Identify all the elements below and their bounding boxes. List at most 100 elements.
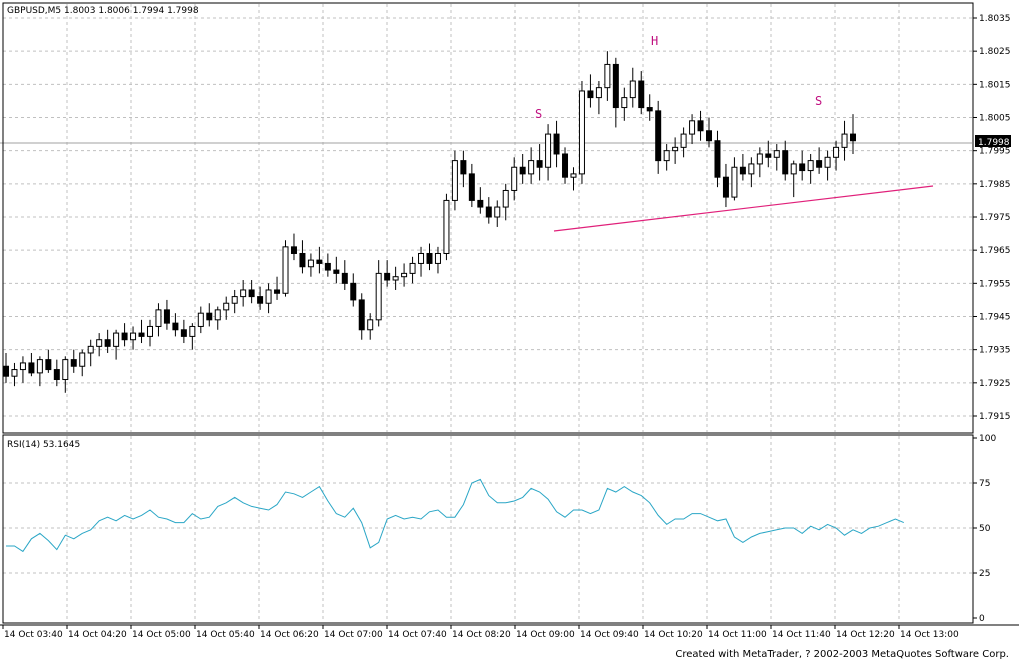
time-tick-label: 14 Oct 04:20 xyxy=(68,630,127,640)
price-tick-label: 1.7915 xyxy=(979,412,1011,422)
candle-bull xyxy=(36,359,43,374)
price-panel-frame xyxy=(2,2,974,434)
rsi-axis-labels: 100 75 50 25 0 xyxy=(973,434,996,624)
candle-bull xyxy=(11,369,18,377)
candle-bear xyxy=(646,107,653,112)
candle-bull xyxy=(756,153,763,165)
time-tick-label: 14 Oct 08:20 xyxy=(452,630,511,640)
candle-bull xyxy=(409,262,416,274)
time-tick-label: 14 Oct 03:40 xyxy=(4,630,63,640)
time-tick-label: 14 Oct 10:20 xyxy=(644,630,703,640)
neckline-trendline xyxy=(553,185,934,232)
candle-bull xyxy=(375,272,382,321)
candle-bear xyxy=(163,309,170,324)
price-tag-value: 1.7998 xyxy=(978,138,1010,148)
candle-bull xyxy=(494,206,501,218)
candle-bear xyxy=(28,362,35,374)
candle-bull xyxy=(511,166,518,191)
candle-bear xyxy=(384,272,391,281)
price-tag-box xyxy=(975,135,1011,147)
footer-credit: Created with MetaTrader, ? 2002-2003 Met… xyxy=(675,649,1009,660)
candle-bull xyxy=(570,173,577,178)
price-tick-label: 1.7985 xyxy=(979,180,1011,190)
candle-bull xyxy=(604,63,611,89)
time-tick-label: 14 Oct 12:20 xyxy=(836,630,895,640)
candle-bear xyxy=(722,176,729,198)
candle-bull xyxy=(629,80,636,99)
candle-bull xyxy=(731,166,738,198)
rsi-tick-label: 100 xyxy=(979,434,996,444)
candlestick-series xyxy=(3,51,856,393)
time-tick-label: 14 Oct 07:00 xyxy=(324,630,383,640)
candle-bear xyxy=(70,359,77,367)
price-tick-label: 1.7965 xyxy=(979,246,1011,256)
candle-bull xyxy=(528,160,535,175)
candle-bull xyxy=(87,345,94,354)
candle-bear xyxy=(350,282,357,301)
candle-bear xyxy=(358,299,365,331)
candle-bull xyxy=(392,276,399,281)
candle-bear xyxy=(324,262,331,271)
candle-bear xyxy=(299,252,306,268)
candle-bear xyxy=(697,120,704,132)
price-axis-labels: 1.8035 1.8025 1.8015 1.8005 1.7995 1.7985 1.79… xyxy=(973,14,1011,422)
candle-bear xyxy=(274,289,281,294)
candle-bear xyxy=(714,140,721,178)
candle-bear xyxy=(485,206,492,218)
candle-bull xyxy=(833,146,840,158)
candle-bear xyxy=(104,339,111,347)
candle-bull xyxy=(545,133,552,168)
time-tick-label: 14 Oct 07:40 xyxy=(388,630,447,640)
time-tick-label: 14 Oct 09:00 xyxy=(516,630,575,640)
candle-bull xyxy=(790,163,797,175)
candle-bull xyxy=(595,87,602,99)
candle-bear xyxy=(536,160,543,168)
candle-bear xyxy=(782,150,789,175)
rsi-panel-frame xyxy=(2,434,974,624)
candle-bear xyxy=(316,259,323,264)
candle-bull xyxy=(621,97,628,109)
candle-bear xyxy=(850,133,856,142)
candle-bull xyxy=(19,362,26,371)
candle-bear xyxy=(460,160,467,175)
price-tick-label: 1.7925 xyxy=(979,379,1011,389)
candle-bull xyxy=(113,332,120,347)
candle-bull xyxy=(189,325,196,337)
candle-bull xyxy=(418,252,425,264)
candle-bull xyxy=(231,296,238,304)
time-tick-label: 14 Oct 13:00 xyxy=(900,630,959,640)
candle-bull xyxy=(214,309,221,321)
price-tick-label: 1.8005 xyxy=(979,114,1011,124)
candle-bull xyxy=(282,246,289,294)
time-tick-label: 14 Oct 11:40 xyxy=(772,630,831,640)
candle-bear xyxy=(45,359,52,371)
candle-bull xyxy=(443,199,450,254)
candle-bull xyxy=(748,163,755,175)
candle-bull xyxy=(451,160,458,201)
price-tick-label: 1.8025 xyxy=(979,47,1011,57)
time-tick-label: 14 Oct 09:40 xyxy=(580,630,639,640)
candle-bear xyxy=(426,252,433,264)
candle-bear xyxy=(706,130,713,142)
price-tick-label: 1.7995 xyxy=(979,147,1011,157)
candle-bear xyxy=(765,153,772,158)
candle-bull xyxy=(265,289,272,304)
rsi-series-line xyxy=(6,478,904,553)
candle-bear xyxy=(333,269,340,274)
candle-bull xyxy=(434,252,441,264)
candle-bear xyxy=(655,110,662,162)
candle-bear xyxy=(53,369,60,381)
rsi-tick-label: 50 xyxy=(979,524,991,534)
candle-bear xyxy=(799,163,806,172)
rsi-tick-label: 75 xyxy=(979,479,990,489)
time-tick-label: 14 Oct 06:20 xyxy=(260,630,319,640)
price-tick-label: 1.7935 xyxy=(979,346,1011,356)
candle-bear xyxy=(121,332,128,341)
candle-bear xyxy=(477,199,484,208)
candle-bear xyxy=(519,166,526,175)
candle-bear xyxy=(739,166,746,175)
candle-bull xyxy=(672,146,679,152)
rsi-tick-label: 0 xyxy=(979,614,985,624)
candle-bear xyxy=(138,332,145,337)
